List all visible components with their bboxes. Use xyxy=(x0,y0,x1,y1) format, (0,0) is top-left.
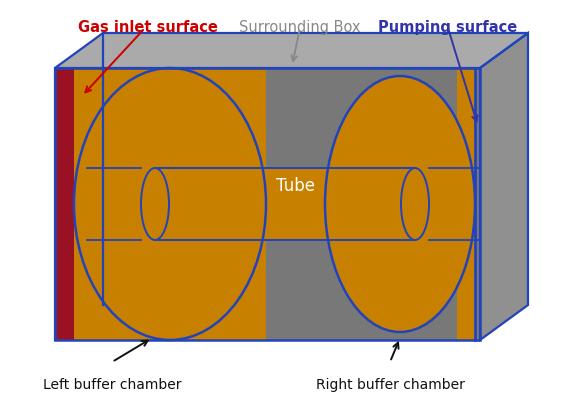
Ellipse shape xyxy=(74,68,266,340)
Polygon shape xyxy=(55,33,528,68)
Text: Surrounding Box: Surrounding Box xyxy=(239,20,360,35)
Text: Tube: Tube xyxy=(276,177,315,195)
Text: Pumping surface: Pumping surface xyxy=(379,20,518,35)
Polygon shape xyxy=(55,68,480,340)
Text: Right buffer chamber: Right buffer chamber xyxy=(316,378,464,392)
Polygon shape xyxy=(74,68,266,340)
Ellipse shape xyxy=(325,76,475,332)
Ellipse shape xyxy=(401,168,429,240)
Ellipse shape xyxy=(141,168,169,240)
Bar xyxy=(155,168,415,240)
Polygon shape xyxy=(457,68,475,340)
Text: Left buffer chamber: Left buffer chamber xyxy=(43,378,181,392)
Polygon shape xyxy=(480,33,528,340)
Text: Gas inlet surface: Gas inlet surface xyxy=(78,20,218,35)
Polygon shape xyxy=(55,68,87,340)
